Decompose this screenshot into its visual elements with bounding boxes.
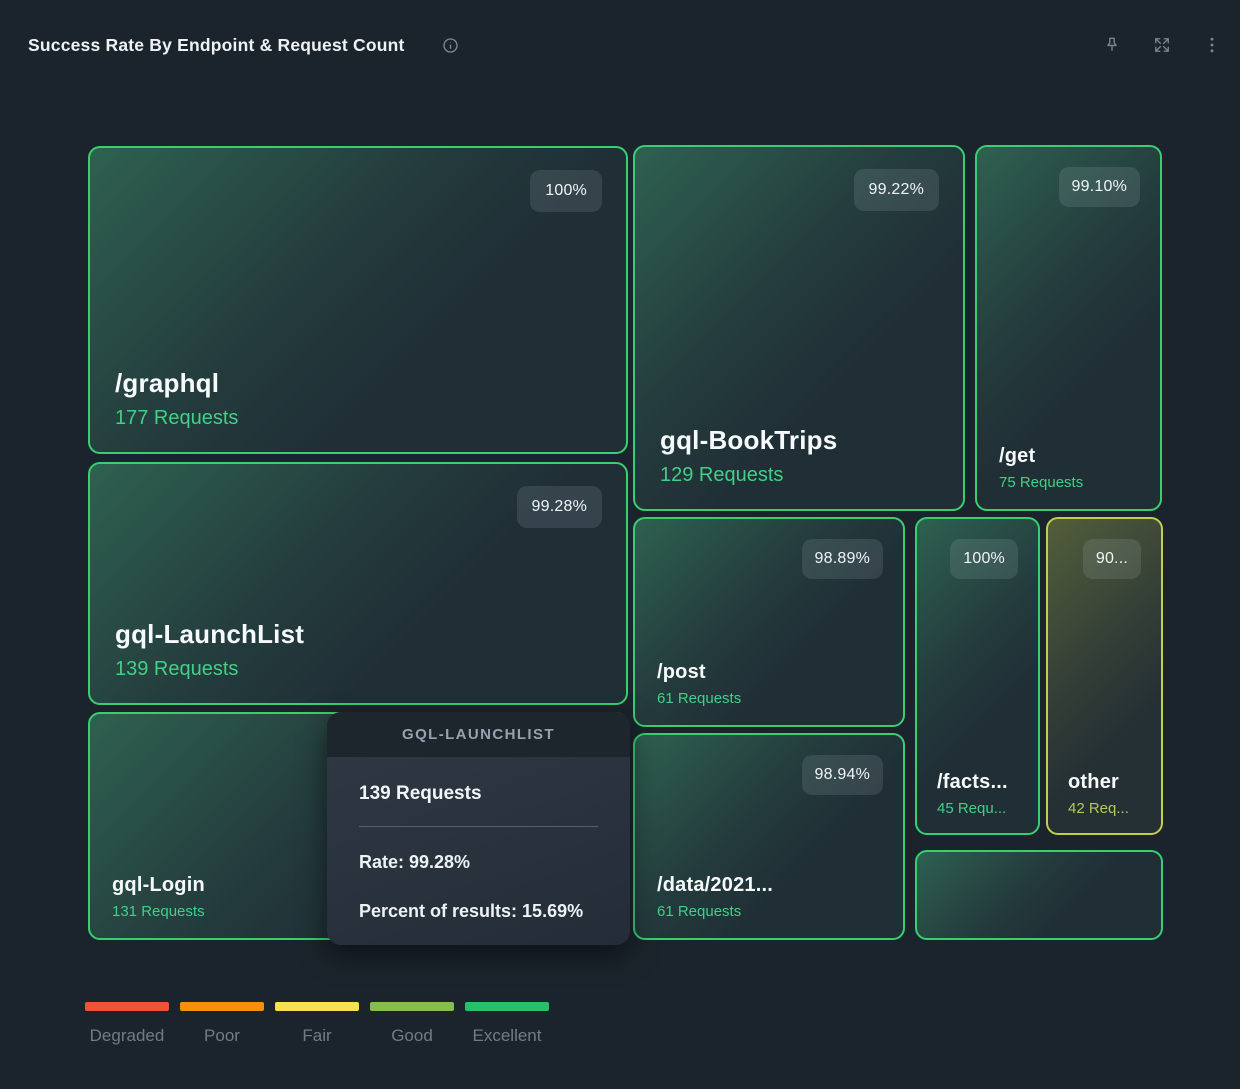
request-count-label: 177 Requests: [115, 407, 239, 429]
treemap-tile-data-2021[interactable]: 98.94% /data/2021... 61 Requests: [633, 733, 905, 940]
success-rate-badge: 99.28%: [516, 486, 602, 528]
tooltip-rate: Rate: 99.28%: [359, 852, 471, 872]
pin-icon[interactable]: [1102, 35, 1122, 55]
tile-labels: /facts... 45 Requ...: [937, 771, 1008, 817]
endpoint-label: /data/2021...: [657, 874, 773, 896]
tooltip-body: 139 Requests Rate: 99.28% Percent of res…: [327, 757, 630, 945]
request-count-label: 139 Requests: [115, 658, 239, 680]
treemap-tile-graphql[interactable]: 100% /graphql 177 Requests: [88, 146, 628, 454]
success-rate-badge: 90...: [1082, 539, 1141, 579]
treemap-tile-get[interactable]: 99.10% /get 75 Requests: [975, 145, 1162, 511]
endpoint-label: gql-Login: [112, 874, 205, 896]
treemap-tile-facts[interactable]: 100% /facts... 45 Requ...: [915, 517, 1040, 835]
legend-label: Excellent: [472, 1026, 542, 1045]
request-count-label: 61 Requests: [657, 903, 742, 920]
legend: Degraded Poor Fair Good Excellent: [85, 1002, 549, 1046]
success-rate-badge: 98.94%: [801, 755, 883, 795]
tile-labels: gql-LaunchList 139 Requests: [115, 619, 304, 681]
legend-label: Good: [391, 1026, 433, 1045]
tooltip-divider: [359, 826, 598, 827]
tile-labels: gql-BookTrips 129 Requests: [660, 425, 837, 487]
treemap-tile-other[interactable]: 90... other 42 Req...: [1046, 517, 1163, 835]
legend-swatch-fair: [275, 1002, 359, 1011]
tooltip-percent: Percent of results: 15.69%: [359, 901, 584, 921]
legend-label: Poor: [204, 1026, 240, 1045]
legend-swatch-excellent: [465, 1002, 549, 1011]
request-count-label: 129 Requests: [660, 464, 784, 486]
success-rate-badge: 99.22%: [853, 169, 939, 211]
legend-label: Fair: [302, 1026, 332, 1045]
tooltip: GQL-LAUNCHLIST 139 Requests Rate: 99.28%…: [327, 712, 630, 945]
endpoint-label: gql-BookTrips: [660, 425, 838, 455]
info-icon[interactable]: [441, 36, 460, 55]
success-rate-badge: 99.10%: [1058, 167, 1140, 207]
endpoint-label: /graphql: [115, 368, 220, 398]
success-rate-badge: 98.89%: [801, 539, 883, 579]
legend-swatch-good: [370, 1002, 454, 1011]
legend-item-excellent: Excellent: [465, 1002, 549, 1046]
request-count-label: 42 Req...: [1068, 800, 1129, 817]
tile-labels: other 42 Req...: [1068, 771, 1129, 817]
success-rate-badge: 100%: [530, 170, 602, 212]
tile-labels: /graphql 177 Requests: [115, 368, 238, 430]
request-count-label: 45 Requ...: [937, 800, 1007, 817]
tile-labels: /data/2021... 61 Requests: [657, 874, 773, 920]
endpoint-label: gql-LaunchList: [115, 619, 305, 649]
treemap-tile-gql-booktrips[interactable]: 99.22% gql-BookTrips 129 Requests: [633, 145, 965, 511]
tile-labels: /post 61 Requests: [657, 661, 741, 707]
endpoint-label: /post: [657, 661, 706, 683]
endpoint-label: other: [1068, 771, 1119, 793]
expand-icon[interactable]: [1152, 35, 1172, 55]
tooltip-title: GQL-LAUNCHLIST: [327, 712, 630, 757]
legend-item-good: Good: [370, 1002, 454, 1046]
legend-item-poor: Poor: [180, 1002, 264, 1046]
legend-item-degraded: Degraded: [85, 1002, 169, 1046]
request-count-label: 61 Requests: [657, 690, 742, 707]
widget-header: Success Rate By Endpoint & Request Count: [28, 30, 1222, 60]
widget-actions: [1102, 35, 1222, 55]
success-rate-badge: 100%: [950, 539, 1018, 579]
widget-title: Success Rate By Endpoint & Request Count: [28, 34, 405, 55]
request-count-label: 131 Requests: [112, 903, 205, 920]
treemap-tile-post[interactable]: 98.89% /post 61 Requests: [633, 517, 905, 727]
tile-labels: /get 75 Requests: [999, 445, 1083, 491]
legend-swatch-degraded: [85, 1002, 169, 1011]
tooltip-requests: 139 Requests: [359, 783, 482, 804]
legend-item-fair: Fair: [275, 1002, 359, 1046]
endpoint-label: /facts...: [937, 771, 1008, 793]
tile-labels: gql-Login 131 Requests: [112, 874, 205, 920]
legend-label: Degraded: [89, 1026, 165, 1045]
treemap-tile-unlabeled[interactable]: [915, 850, 1163, 940]
legend-swatch-poor: [180, 1002, 264, 1011]
request-count-label: 75 Requests: [999, 474, 1084, 491]
treemap-tile-gql-launchlist[interactable]: 99.28% gql-LaunchList 139 Requests: [88, 462, 628, 705]
endpoint-label: /get: [999, 445, 1036, 467]
kebab-menu-icon[interactable]: [1202, 35, 1222, 55]
